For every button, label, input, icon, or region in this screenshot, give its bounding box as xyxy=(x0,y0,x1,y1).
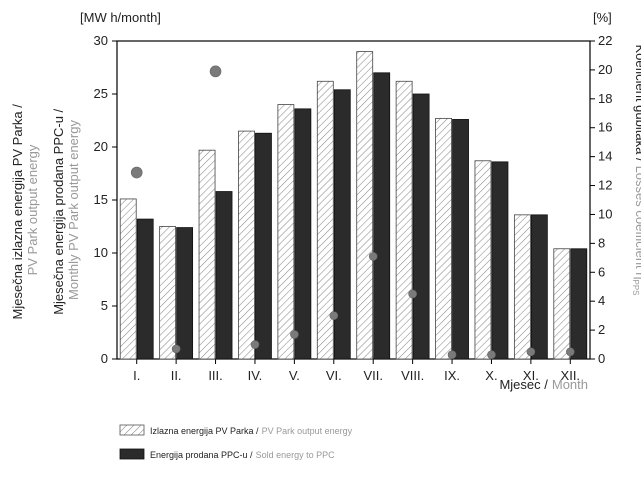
bar-sold-energy xyxy=(136,218,154,360)
bar-sold-energy xyxy=(570,248,588,360)
right-tick-label: 16 xyxy=(598,120,612,135)
left-tick-label: 15 xyxy=(94,192,108,207)
bar-sold-energy xyxy=(294,108,312,360)
x-tick-label: X. xyxy=(485,368,497,383)
left-tick-label: 25 xyxy=(94,86,108,101)
left-axis-title-2: Mjesečna energija prodana PPC-u / Monthl… xyxy=(51,105,81,315)
losses-coefficient-point xyxy=(290,330,299,339)
bar-output-energy xyxy=(356,51,374,360)
losses-coefficient-point xyxy=(329,311,339,320)
losses-coefficient-point xyxy=(487,350,496,359)
x-tick-label: XII. xyxy=(561,368,581,383)
losses-coefficient-point xyxy=(408,289,417,299)
bar-sold-energy xyxy=(176,227,194,360)
legend-swatch-solid xyxy=(119,448,145,460)
bar-sold-energy xyxy=(452,119,469,360)
bar-sold-energy xyxy=(255,132,272,360)
right-axis-title-en: Losses coefficient η xyxy=(633,166,641,280)
bar-sold-energy xyxy=(491,161,509,360)
bar-sold-energy xyxy=(333,89,351,360)
right-tick-label: 12 xyxy=(598,178,612,193)
right-tick-label: 6 xyxy=(598,264,605,279)
bar-output-energy xyxy=(238,130,255,360)
right-axis-unit: [%] xyxy=(593,10,612,25)
legend-label-hatched-local: Izlazna energija PV Parka / xyxy=(150,426,259,436)
x-tick-label: VI. xyxy=(326,368,342,383)
x-tick-label: III. xyxy=(208,368,222,383)
right-axis-title-sub: PPS xyxy=(631,280,640,296)
legend: Izlazna energija PV Parka / PV Park outpu… xyxy=(119,424,353,460)
left-axis-title-1-local: Mjesečna izlazna energija PV Parka / xyxy=(10,104,25,320)
legend-label-solid-en: Sold energy to PPC xyxy=(256,450,336,460)
losses-coefficient-point xyxy=(368,252,378,261)
left-axis-unit: [MW h/month] xyxy=(80,10,161,25)
left-axis-title-2-en: Monthly PV Park output energy xyxy=(66,120,81,300)
right-tick-label: 4 xyxy=(598,293,605,308)
right-tick-label: 20 xyxy=(598,62,612,77)
right-tick-label: 14 xyxy=(598,149,612,164)
bar-output-energy xyxy=(316,80,334,360)
x-axis-title-local: Mjesec / xyxy=(499,377,548,392)
right-tick-label: 10 xyxy=(598,206,612,221)
right-tick-label: 0 xyxy=(598,351,605,366)
bar-output-energy xyxy=(277,104,295,360)
losses-coefficient-point xyxy=(209,65,222,78)
legend-label-hatched-en: PV Park output energy xyxy=(262,426,353,436)
losses-coefficient-point xyxy=(565,347,575,357)
x-tick-label: I. xyxy=(133,368,140,383)
left-axis-title-2-local: Mjesečna energija prodana PPC-u / xyxy=(51,108,66,314)
x-tick-label: II. xyxy=(171,368,182,383)
x-tick-label: VII. xyxy=(363,368,383,383)
bar-sold-energy xyxy=(373,72,391,360)
right-tick-label: 22 xyxy=(598,33,612,48)
legend-label-solid-local: Energija prodana PPC-u / xyxy=(150,450,253,460)
right-axis-title-local: Koeficient gubitaka / xyxy=(633,44,641,161)
plot-area: 0 5 10 15 20 25 30 0 2 4 6 8 10 12 14 16 18 20 22 I. II. III.… xyxy=(94,33,613,383)
losses-coefficient-point xyxy=(171,344,181,354)
right-tick-label: 2 xyxy=(598,322,605,337)
left-tick-label: 10 xyxy=(94,245,108,260)
bar-output-energy xyxy=(198,149,216,360)
losses-coefficient-point xyxy=(250,340,260,349)
x-tick-label: XI. xyxy=(523,368,539,383)
right-tick-label: 18 xyxy=(598,91,612,106)
right-axis-title: Koeficient gubitaka / Losses coefficient … xyxy=(631,44,641,295)
left-tick-label: 5 xyxy=(101,298,108,313)
bar-output-energy xyxy=(553,248,571,360)
left-axis-title-1: Mjesečna izlazna energija PV Parka / PV … xyxy=(10,101,40,320)
bar-output-energy xyxy=(395,80,413,360)
bar-output-energy xyxy=(474,160,492,360)
bar-output-energy xyxy=(159,226,177,360)
losses-coefficient-point xyxy=(447,350,457,359)
bar-output-energy xyxy=(119,198,137,360)
bar-output-energy xyxy=(513,214,531,360)
losses-coefficient-point xyxy=(526,347,536,357)
losses-coefficient-point xyxy=(130,166,143,179)
bar-output-energy xyxy=(435,117,452,360)
x-tick-label: IX. xyxy=(444,368,460,383)
x-axis-title-en: Month xyxy=(552,377,588,392)
bar-sold-energy xyxy=(215,191,233,360)
bar-sold-energy xyxy=(530,214,548,360)
left-tick-label: 0 xyxy=(101,351,108,366)
x-tick-label: V. xyxy=(289,368,300,383)
left-tick-label: 20 xyxy=(94,139,108,154)
legend-label-solid: Energija prodana PPC-u / Sold energy to P… xyxy=(150,450,335,460)
right-tick-label: 8 xyxy=(598,235,605,250)
x-axis-title: Mjesec / Month xyxy=(499,377,588,392)
x-tick-label: IV. xyxy=(248,368,263,383)
legend-label-hatched: Izlazna energija PV Parka / PV Park outpu… xyxy=(150,426,353,436)
x-tick-label: VIII. xyxy=(401,368,424,383)
left-tick-label: 30 xyxy=(94,33,108,48)
bar-sold-energy xyxy=(412,93,430,360)
legend-swatch-hatched xyxy=(119,424,145,436)
left-axis-title-1-en: PV Park output energy xyxy=(25,144,40,275)
